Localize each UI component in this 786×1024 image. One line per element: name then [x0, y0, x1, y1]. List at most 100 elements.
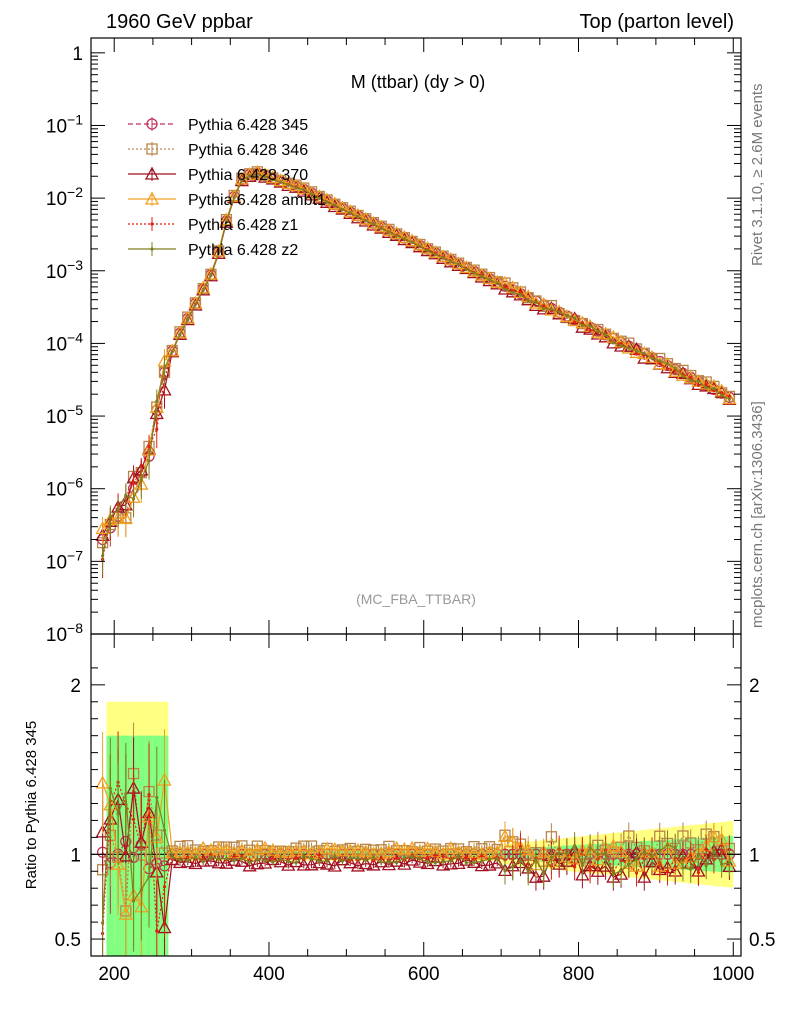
main-series-line [102, 171, 730, 529]
y-tick-label: 10−8 [46, 620, 83, 646]
ratio-marker [312, 855, 327, 869]
main-marker [196, 282, 211, 296]
x-tick-label: 600 [408, 964, 440, 985]
x-tick-label: 800 [563, 964, 595, 985]
main-marker [420, 240, 435, 254]
ratio-series-6 [101, 737, 731, 956]
ratio-marker [441, 854, 445, 859]
ratio-marker [180, 854, 195, 868]
ratio-y-tick-label-right: 0.5 [749, 930, 775, 951]
ratio-series-line [102, 779, 730, 917]
header-right: Top (parton level) [579, 11, 734, 33]
main-marker [165, 343, 180, 357]
ratio-marker [426, 855, 430, 860]
main-marker [196, 280, 211, 294]
main-marker [528, 295, 544, 309]
ratio-marker [110, 856, 126, 870]
legend-marker [144, 166, 160, 180]
main-marker [211, 243, 226, 257]
main-marker [203, 266, 219, 280]
main-series-line [102, 173, 730, 560]
legend-marker [150, 247, 154, 251]
ratio-marker [677, 830, 689, 842]
ratio-marker [196, 840, 211, 854]
ratio-marker [319, 841, 335, 855]
ratio-marker [405, 852, 420, 866]
ratio-y-tick-label-right: 1 [749, 845, 760, 866]
main-panel: 1 10−1 10−2 10−3 10−4 10−5 10−6 10−7 10−8 [46, 37, 742, 956]
chart-title: M (ttbar) (dy > 0) [351, 72, 486, 92]
ratio-marker [147, 793, 151, 797]
main-marker [327, 196, 342, 210]
ratio-panel: 200 400 600 800 1000 0.5 0.5 1 1 2 2 [55, 633, 775, 985]
ratio-marker [358, 856, 373, 870]
main-marker [296, 181, 311, 195]
legend-entry: Pythia 6.428 z2 [128, 242, 298, 259]
main-marker [265, 170, 280, 184]
main-marker [389, 225, 404, 239]
ratio-marker [118, 906, 133, 920]
legend-marker [144, 191, 160, 205]
main-marker [405, 233, 420, 247]
main-marker [188, 295, 203, 309]
y-tick-label: 1 [72, 44, 83, 65]
x-tick-label: 400 [253, 964, 285, 985]
ratio-axis-label: Ratio to Pythia 6.428 345 [23, 721, 40, 889]
ratio-marker [203, 853, 219, 867]
main-marker [652, 356, 667, 370]
ratio-series-2 [96, 722, 736, 956]
main-marker [590, 326, 605, 340]
rivet-version-label: Rivet 3.1.10, ≥ 2.6M events [749, 84, 766, 267]
ratio-marker [294, 856, 298, 860]
ratio-series-line [102, 840, 730, 870]
legend-marker [146, 143, 158, 155]
main-marker [219, 214, 234, 228]
main-marker [180, 310, 195, 324]
main-series-line [102, 173, 730, 557]
main-marker [227, 188, 242, 202]
ratio-marker [288, 854, 304, 868]
analysis-watermark: (MC_FBA_TTBAR) [356, 591, 476, 607]
legend-label: Pythia 6.428 346 [188, 142, 308, 159]
mcplots-label: mcplots.cern.ch [arXiv:1306.3436] [749, 401, 766, 628]
main-marker [180, 312, 195, 326]
ratio-series-line [102, 788, 730, 923]
main-marker [95, 521, 110, 535]
ratio-marker [598, 858, 613, 872]
legend-label: Pythia 6.428 z1 [188, 217, 298, 234]
ratio-marker [95, 775, 110, 789]
ratio-marker [606, 838, 621, 852]
main-marker [188, 297, 203, 311]
main-series-6 [101, 172, 731, 575]
y-tick-label: 10−6 [46, 475, 83, 501]
ratio-marker [637, 869, 652, 883]
ratio-series-line [102, 780, 730, 934]
legend-entry: Pythia 6.428 ambt1 [128, 191, 326, 209]
main-marker [567, 313, 582, 327]
ratio-marker [420, 841, 435, 855]
ratio-marker [497, 829, 513, 843]
y-tick-label: 10−4 [46, 329, 83, 355]
ratio-marker [623, 830, 635, 842]
ratio-y-tick-label-right: 2 [749, 676, 760, 697]
y-tick-label: 10−1 [46, 111, 83, 137]
main-marker [172, 326, 188, 340]
ratio-marker [118, 848, 133, 862]
main-marker [559, 309, 574, 323]
legend: Pythia 6.428 345 Pythia 6.428 346 Pythia 6… [128, 117, 326, 259]
legend-label: Pythia 6.428 345 [188, 117, 308, 134]
header-left: 1960 GeV ppbar [106, 11, 253, 33]
legend-marker [146, 118, 158, 130]
ratio-y-tick-label: 1 [70, 845, 81, 866]
ratio-y-tick-label: 0.5 [55, 930, 81, 951]
legend-entry: Pythia 6.428 370 [128, 166, 308, 184]
main-marker [250, 164, 265, 178]
legend-label: Pythia 6.428 z2 [188, 242, 298, 259]
legend-entry: Pythia 6.428 346 [128, 142, 308, 159]
ratio-marker [258, 840, 273, 854]
legend-entry: Pythia 6.428 z1 [128, 217, 298, 234]
main-marker [211, 246, 226, 260]
legend-label: Pythia 6.428 ambt1 [188, 192, 326, 209]
main-marker [397, 229, 412, 243]
